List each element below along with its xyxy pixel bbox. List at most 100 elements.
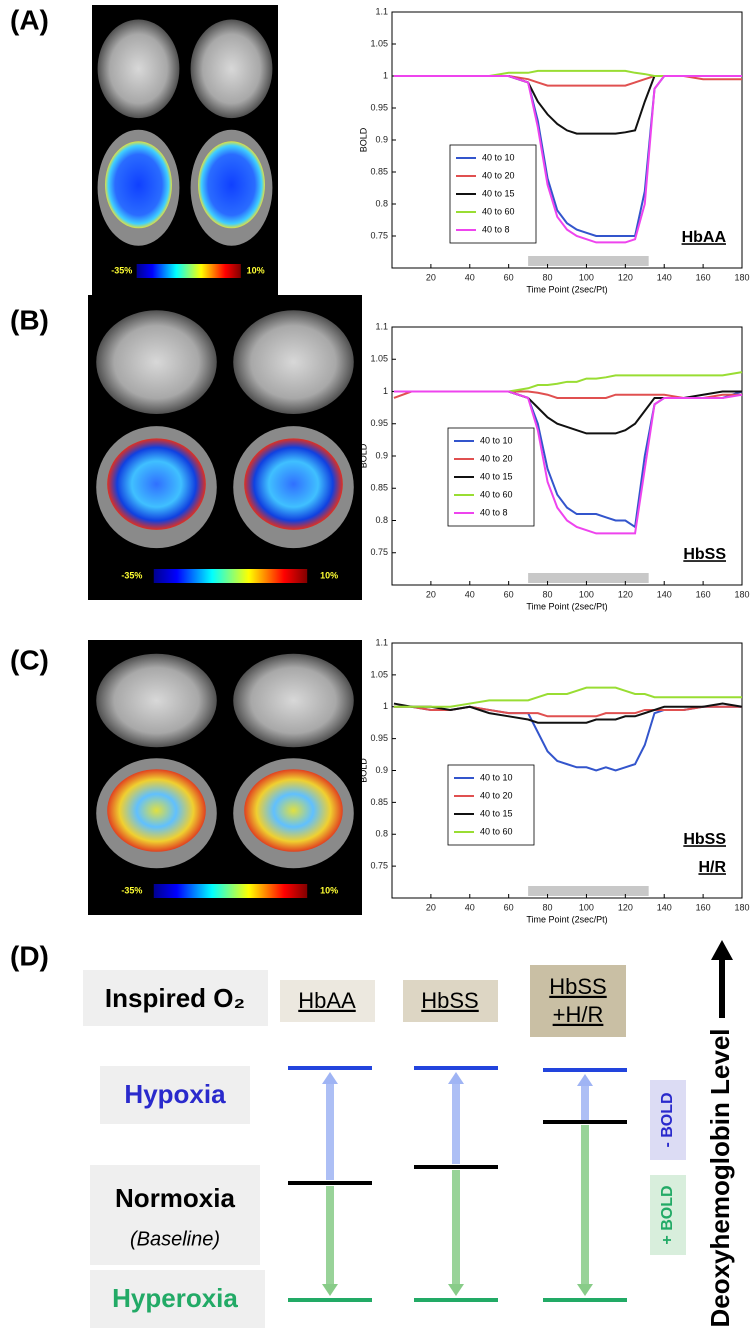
column-box xyxy=(403,980,498,1022)
arrow-head xyxy=(322,1072,338,1084)
panel-label: (B) xyxy=(10,304,49,335)
legend-label: 40 to 10 xyxy=(480,772,513,782)
x-tick-label: 120 xyxy=(618,902,633,912)
colorbar-label: -35% xyxy=(121,570,142,580)
colorbar xyxy=(136,264,241,278)
y-tick-label: 0.85 xyxy=(370,166,388,176)
colorbar-label: -35% xyxy=(111,265,132,275)
header-box xyxy=(83,970,268,1026)
mri-brain xyxy=(233,310,354,414)
chart-tag: HbAA xyxy=(682,229,727,246)
bold-box xyxy=(650,1080,686,1160)
column-box xyxy=(280,980,375,1022)
colorbar-label: -35% xyxy=(121,885,142,895)
y-tick-label: 0.95 xyxy=(370,102,388,112)
diagram: (D) Inspired O₂ HbAA HbSS HbSS +H/R Hypo… xyxy=(10,940,735,1328)
axis-arrow-head xyxy=(711,940,733,960)
y-tick-label: 1 xyxy=(383,701,388,711)
y-tick-label: 1.05 xyxy=(370,38,388,48)
column-header: HbAA xyxy=(298,988,356,1013)
row-box xyxy=(90,1270,265,1328)
plot-area xyxy=(391,642,743,899)
x-tick-label: 20 xyxy=(426,589,436,599)
activation-map xyxy=(107,769,206,852)
y-tick-label: 0.9 xyxy=(375,765,388,775)
y-tick-label: 0.9 xyxy=(375,134,388,144)
legend-label: 40 to 60 xyxy=(480,489,513,499)
panel-label: (A) xyxy=(10,4,49,35)
mri-brain xyxy=(233,653,354,748)
colorbar xyxy=(153,569,308,583)
mri-brain xyxy=(96,653,217,748)
y-tick-label: 0.95 xyxy=(370,418,388,428)
legend-label: 40 to 60 xyxy=(482,206,515,216)
column-header: HbSS xyxy=(421,988,478,1013)
arrow-head xyxy=(577,1074,593,1086)
x-tick-label: 160 xyxy=(696,272,711,282)
panel-label: (C) xyxy=(10,644,49,675)
x-tick-label: 20 xyxy=(426,272,436,282)
x-tick-label: 100 xyxy=(579,902,594,912)
x-tick-label: 100 xyxy=(579,589,594,599)
x-tick-label: 180 xyxy=(734,272,749,282)
x-tick-label: 120 xyxy=(618,589,633,599)
x-tick-label: 40 xyxy=(465,902,475,912)
arrow-head xyxy=(448,1284,464,1296)
colorbar-label: 10% xyxy=(320,885,338,895)
bold-label: + BOLD xyxy=(659,1185,676,1244)
legend-label: 40 to 60 xyxy=(480,826,513,836)
y-tick-label: 0.75 xyxy=(370,861,388,871)
y-tick-label: 1.1 xyxy=(375,637,388,647)
x-tick-label: 80 xyxy=(543,902,553,912)
header: Inspired O₂ xyxy=(105,983,245,1013)
arrow-head xyxy=(322,1284,338,1296)
chart-tag: H/R xyxy=(698,859,726,876)
x-tick-label: 140 xyxy=(657,589,672,599)
chart-tag: HbSS xyxy=(683,831,726,848)
row-label: Normoxia xyxy=(115,1183,235,1213)
activation-map xyxy=(244,438,343,530)
colorbar-label: 10% xyxy=(247,265,265,275)
y-tick-label: 0.8 xyxy=(375,829,388,839)
shaded-range xyxy=(528,886,649,896)
activation-map xyxy=(107,438,206,530)
bold-box xyxy=(650,1175,686,1255)
y-tick-label: 1 xyxy=(383,386,388,396)
y-tick-label: 0.85 xyxy=(370,797,388,807)
x-axis-label: Time Point (2sec/Pt) xyxy=(526,284,607,294)
column-box xyxy=(530,965,626,1037)
y-tick-label: 1 xyxy=(383,70,388,80)
y-tick-label: 0.75 xyxy=(370,547,388,557)
series-line xyxy=(393,390,743,535)
y-tick-label: 1.1 xyxy=(375,321,388,331)
legend-label: 40 to 8 xyxy=(480,507,508,517)
x-tick-label: 140 xyxy=(657,272,672,282)
x-tick-label: 160 xyxy=(696,902,711,912)
x-tick-label: 80 xyxy=(543,589,553,599)
row-sublabel: (Baseline) xyxy=(130,1228,220,1250)
mri-brain xyxy=(190,19,273,119)
x-tick-label: 20 xyxy=(426,902,436,912)
legend-label: 40 to 20 xyxy=(480,790,513,800)
x-tick-label: 180 xyxy=(734,902,749,912)
legend-label: 40 to 15 xyxy=(480,471,513,481)
chart-tag: HbSS xyxy=(683,546,726,563)
shaded-range xyxy=(528,256,649,266)
mri-brain xyxy=(97,19,180,119)
x-axis-label: Time Point (2sec/Pt) xyxy=(526,914,607,924)
series-line xyxy=(393,686,742,708)
arrow-head xyxy=(448,1072,464,1084)
y-axis-label: BOLD xyxy=(358,127,368,152)
y-tick-label: 0.8 xyxy=(375,515,388,525)
series-line xyxy=(393,702,743,724)
legend-label: 40 to 15 xyxy=(482,188,515,198)
row-label: Hyperoxia xyxy=(112,1283,238,1313)
x-tick-label: 160 xyxy=(696,589,711,599)
colorbar xyxy=(153,884,308,898)
x-axis-label: Time Point (2sec/Pt) xyxy=(526,601,607,611)
x-tick-label: 40 xyxy=(465,272,475,282)
row-label: Hypoxia xyxy=(124,1079,226,1109)
legend-label: 40 to 15 xyxy=(480,808,513,818)
x-tick-label: 40 xyxy=(465,589,475,599)
